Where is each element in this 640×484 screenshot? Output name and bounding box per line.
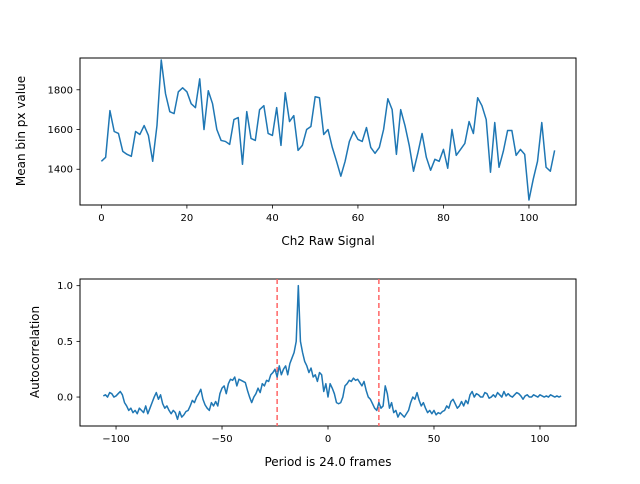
autocorr-x-axis-label: Period is 24.0 frames [264,455,391,469]
autocorr-plot-frame [79,278,577,427]
signal-y-tick-label: 1600 [48,125,73,136]
autocorr-x-tick-label: 50 [428,434,441,445]
signal-x-axis-label: Ch2 Raw Signal [281,234,374,248]
autocorr-x-tick-label: 0 [325,434,331,445]
autocorr-x-tick-label: −100 [102,434,129,445]
signal-x-tick-label: 100 [519,213,538,224]
signal-x-tick-label: 20 [181,213,194,224]
autocorr-x-tick-label: 100 [530,434,549,445]
signal-x-tick-label: 80 [437,213,450,224]
autocorr-series-line [102,284,562,421]
signal-plot-frame [79,57,577,206]
signal-y-tick-label: 1400 [48,165,73,176]
signal-y-tick-label: 1800 [48,85,73,96]
autocorr-y-tick-label: 1.0 [57,281,73,292]
autocorrelation-chart: −100 −50 0 50 100 0.0 0.5 1.0 Period is 24.0 fr… [28,278,577,469]
signal-x-tick-label: 60 [352,213,365,224]
autocorr-y-tick-label: 0.5 [57,337,73,348]
signal-y-axis-label: Mean bin px value [14,76,28,186]
signal-series-line [100,59,556,201]
autocorr-x-tick-label: −50 [211,434,232,445]
signal-marks: 0 20 40 60 80 100 1400 1600 1800 [48,59,556,224]
autocorr-y-axis-label: Autocorrelation [28,306,42,398]
signal-x-tick-label: 0 [98,213,104,224]
autocorr-marks: −100 −50 0 50 100 0.0 0.5 1.0 [57,279,562,445]
autocorr-y-tick-label: 0.0 [57,393,73,404]
signal-x-tick-label: 40 [266,213,279,224]
